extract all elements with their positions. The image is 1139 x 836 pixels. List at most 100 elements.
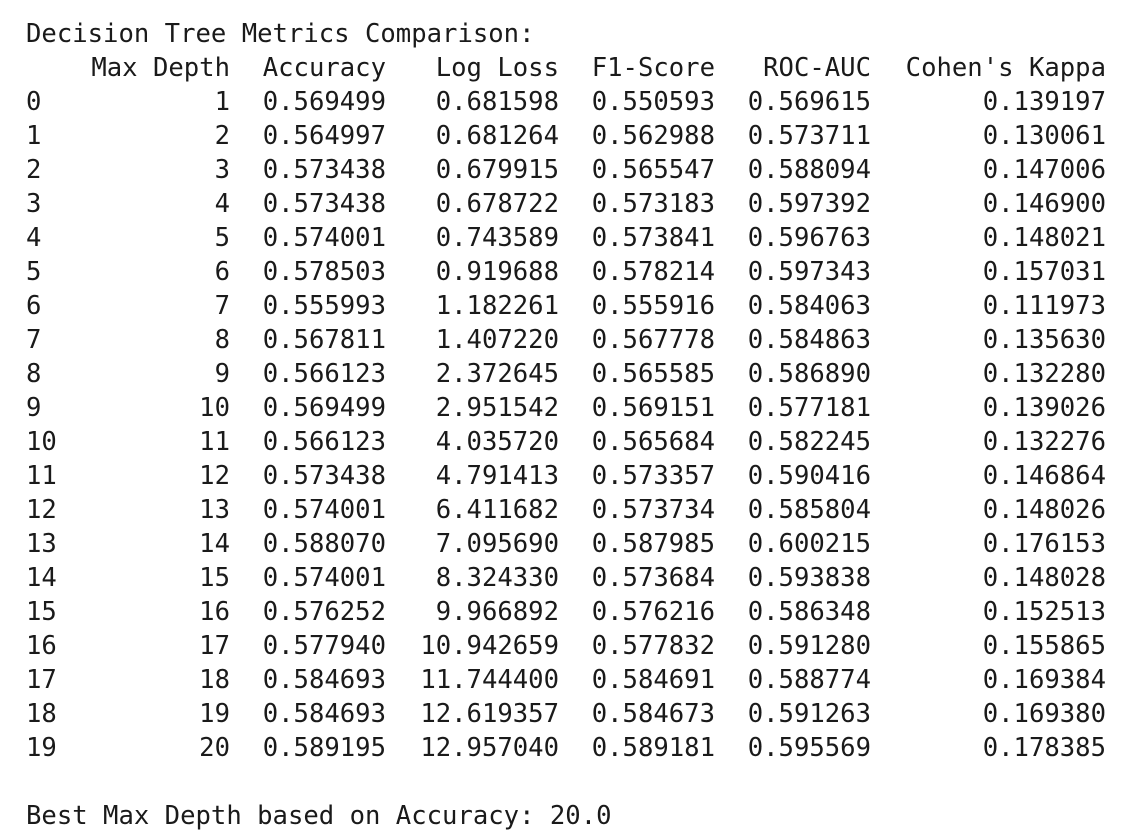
cell-f1-score: 0.577832	[591, 631, 715, 661]
cell-max-depth: 8	[214, 325, 230, 355]
cell-log-loss: 10.942659	[420, 631, 559, 661]
cell-f1-score: 0.550593	[591, 87, 715, 117]
cell-log-loss: 2.951542	[435, 393, 559, 423]
cell-max-depth: 3	[214, 155, 230, 185]
row-index: 10	[26, 427, 57, 457]
cell-max-depth: 20	[199, 733, 230, 763]
cell-log-loss: 6.411682	[435, 495, 559, 525]
header-max-depth: Max Depth	[91, 53, 230, 83]
cell-f1-score: 0.589181	[591, 733, 715, 763]
blank-line	[26, 765, 1106, 799]
table-body: 0 1 0.569499 0.681598 0.550593 0.569615 0.1391…	[26, 85, 1106, 765]
output-footer: Best Max Depth based on Accuracy: 20.0	[26, 801, 612, 831]
table-header-row: Max Depth Accuracy Log Loss F1-Score ROC…	[26, 51, 1106, 85]
cell-max-depth: 1	[214, 87, 230, 117]
cell-accuracy: 0.588070	[262, 529, 386, 559]
metrics-table: Max Depth Accuracy Log Loss F1-Score ROC…	[26, 51, 1106, 765]
cell-log-loss: 11.744400	[420, 665, 559, 695]
cell-accuracy: 0.578503	[262, 257, 386, 287]
cell-max-depth: 7	[214, 291, 230, 321]
cell-roc-auc: 0.597392	[747, 189, 871, 219]
header-log-loss: Log Loss	[435, 53, 559, 83]
table-row: 9 10 0.569499 2.951542 0.569151 0.577181 0.139…	[26, 391, 1106, 425]
cell-cohens-kappa: 0.169380	[982, 699, 1106, 729]
cell-cohens-kappa: 0.139197	[982, 87, 1106, 117]
cell-cohens-kappa: 0.148028	[982, 563, 1106, 593]
cell-accuracy: 0.573438	[262, 189, 386, 219]
cell-log-loss: 7.095690	[435, 529, 559, 559]
cell-accuracy: 0.573438	[262, 155, 386, 185]
row-index: 2	[26, 155, 42, 185]
cell-max-depth: 10	[199, 393, 230, 423]
cell-accuracy: 0.555993	[262, 291, 386, 321]
cell-accuracy: 0.574001	[262, 563, 386, 593]
cell-roc-auc: 0.586890	[747, 359, 871, 389]
cell-roc-auc: 0.586348	[747, 597, 871, 627]
cell-max-depth: 17	[199, 631, 230, 661]
row-index: 4	[26, 223, 42, 253]
cell-roc-auc: 0.590416	[747, 461, 871, 491]
cell-cohens-kappa: 0.130061	[982, 121, 1106, 151]
cell-f1-score: 0.565684	[591, 427, 715, 457]
cell-f1-score: 0.567778	[591, 325, 715, 355]
table-row: 13 14 0.588070 7.095690 0.587985 0.600215 0.17…	[26, 527, 1106, 561]
row-index: 0	[26, 87, 42, 117]
row-index: 19	[26, 733, 57, 763]
cell-f1-score: 0.562988	[591, 121, 715, 151]
cell-f1-score: 0.584673	[591, 699, 715, 729]
cell-accuracy: 0.584693	[262, 699, 386, 729]
cell-roc-auc: 0.584863	[747, 325, 871, 355]
table-row: 2 3 0.573438 0.679915 0.565547 0.588094 0.1470…	[26, 153, 1106, 187]
cell-max-depth: 9	[214, 359, 230, 389]
cell-roc-auc: 0.588094	[747, 155, 871, 185]
cell-roc-auc: 0.588774	[747, 665, 871, 695]
cell-f1-score: 0.555916	[591, 291, 715, 321]
cell-accuracy: 0.576252	[262, 597, 386, 627]
cell-accuracy: 0.574001	[262, 223, 386, 253]
row-index: 16	[26, 631, 57, 661]
cell-accuracy: 0.564997	[262, 121, 386, 151]
cell-cohens-kappa: 0.155865	[982, 631, 1106, 661]
cell-f1-score: 0.565547	[591, 155, 715, 185]
table-row: 19 20 0.589195 12.957040 0.589181 0.595569 0.1…	[26, 731, 1106, 765]
console-output: Decision Tree Metrics Comparison: Max De…	[26, 17, 1106, 833]
row-index: 9	[26, 393, 42, 423]
cell-f1-score: 0.573734	[591, 495, 715, 525]
cell-log-loss: 1.182261	[435, 291, 559, 321]
table-row: 11 12 0.573438 4.791413 0.573357 0.590416 0.14…	[26, 459, 1106, 493]
table-row: 3 4 0.573438 0.678722 0.573183 0.597392 0.1469…	[26, 187, 1106, 221]
cell-accuracy: 0.569499	[262, 87, 386, 117]
cell-accuracy: 0.574001	[262, 495, 386, 525]
table-row: 12 13 0.574001 6.411682 0.573734 0.585804 0.14…	[26, 493, 1106, 527]
cell-cohens-kappa: 0.132276	[982, 427, 1106, 457]
cell-cohens-kappa: 0.111973	[982, 291, 1106, 321]
cell-accuracy: 0.584693	[262, 665, 386, 695]
cell-cohens-kappa: 0.169384	[982, 665, 1106, 695]
cell-roc-auc: 0.584063	[747, 291, 871, 321]
table-row: 15 16 0.576252 9.966892 0.576216 0.586348 0.15…	[26, 595, 1106, 629]
cell-max-depth: 11	[199, 427, 230, 457]
row-index: 13	[26, 529, 57, 559]
cell-max-depth: 16	[199, 597, 230, 627]
cell-f1-score: 0.576216	[591, 597, 715, 627]
cell-log-loss: 12.619357	[420, 699, 559, 729]
cell-max-depth: 18	[199, 665, 230, 695]
cell-log-loss: 4.791413	[435, 461, 559, 491]
cell-cohens-kappa: 0.132280	[982, 359, 1106, 389]
row-index: 3	[26, 189, 42, 219]
cell-roc-auc: 0.573711	[747, 121, 871, 151]
cell-cohens-kappa: 0.146864	[982, 461, 1106, 491]
cell-log-loss: 0.743589	[435, 223, 559, 253]
cell-log-loss: 0.678722	[435, 189, 559, 219]
row-index: 8	[26, 359, 42, 389]
cell-cohens-kappa: 0.146900	[982, 189, 1106, 219]
cell-max-depth: 13	[199, 495, 230, 525]
table-row: 17 18 0.584693 11.744400 0.584691 0.588774 0.1…	[26, 663, 1106, 697]
cell-f1-score: 0.573684	[591, 563, 715, 593]
cell-cohens-kappa: 0.147006	[982, 155, 1106, 185]
cell-f1-score: 0.569151	[591, 393, 715, 423]
cell-f1-score: 0.573183	[591, 189, 715, 219]
table-row: 14 15 0.574001 8.324330 0.573684 0.593838 0.14…	[26, 561, 1106, 595]
output-title: Decision Tree Metrics Comparison:	[26, 19, 535, 49]
cell-log-loss: 9.966892	[435, 597, 559, 627]
